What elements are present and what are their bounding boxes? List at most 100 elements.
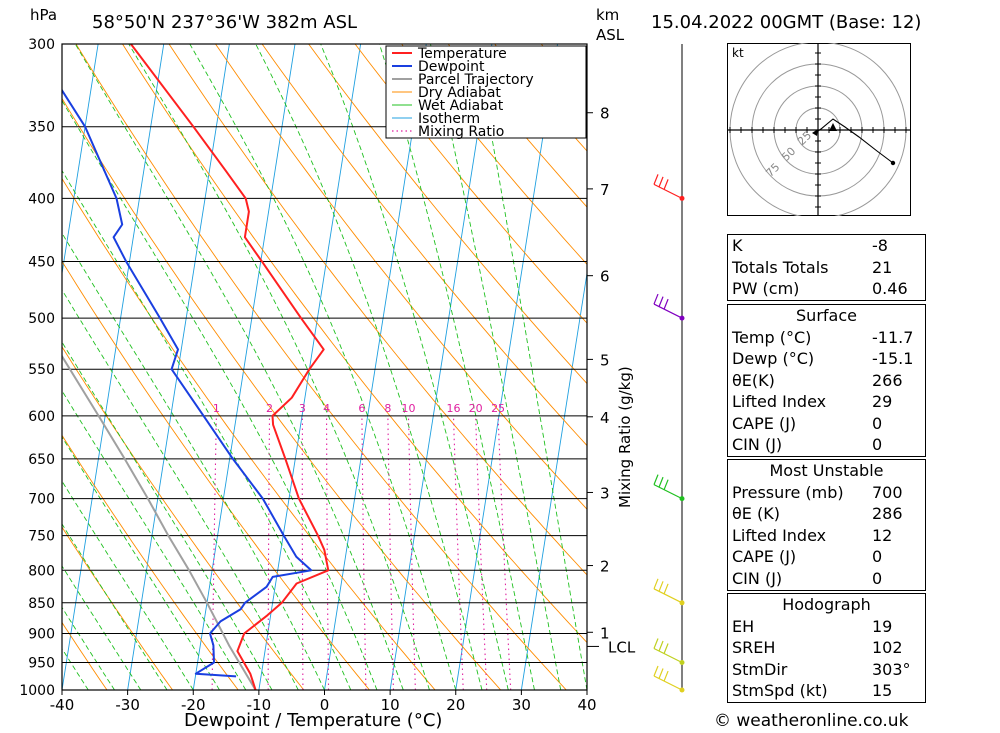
pressure-tick-label: 950 — [28, 655, 55, 671]
km-tick-label: 4 — [600, 409, 610, 427]
dry-adiabat-line — [681, 44, 720, 690]
wind-barb-flag — [653, 665, 659, 677]
wind-barb-flag — [653, 578, 659, 590]
parcel-trajectory-line — [62, 354, 257, 690]
skewt-chart: 3003504004505005506006507007508008509009… — [19, 37, 720, 731]
legend-wet-adiabat: Wet Adiabat — [418, 98, 504, 114]
stat-value: 29 — [872, 392, 893, 411]
x-tick-label: -40 — [50, 696, 75, 714]
index-row-k: K -8 — [728, 235, 925, 257]
wind-barb-flag — [663, 479, 669, 490]
stat-value: 15 — [872, 681, 893, 700]
mixing-ratio-label: 8 — [384, 402, 391, 415]
stat-label: SREH — [732, 638, 776, 657]
stat-label: Lifted Index — [732, 392, 827, 411]
stat-row: θE (K) 286 — [728, 503, 925, 525]
mixing-ratio-label: 6 — [358, 402, 365, 415]
stat-row: CAPE (J) 0 — [728, 413, 925, 435]
stat-label: Dewp (°C) — [732, 349, 815, 368]
surface-title: Surface — [796, 306, 857, 325]
wind-barb-flag — [663, 298, 669, 310]
pressure-tick-label: 850 — [28, 596, 55, 612]
wind-barb-staff — [653, 675, 683, 691]
stat-label: θE(K) — [732, 370, 775, 390]
x-tick-label: 10 — [381, 696, 400, 714]
stat-label: CIN (J) — [732, 435, 783, 454]
dry-adiabat-line — [62, 97, 502, 690]
pressure-tick-label: 900 — [28, 626, 55, 642]
stat-label: StmDir — [732, 659, 788, 679]
plot-frame — [61, 43, 588, 691]
copyright: © weatheronline.co.uk — [714, 711, 909, 731]
stat-value: 19 — [872, 616, 893, 636]
isotherm-line — [389, 44, 493, 690]
legend: Temperature Dewpoint Parcel Trajectory D… — [385, 45, 587, 140]
wind-barb-staff — [653, 183, 683, 199]
isotherm-line — [192, 44, 296, 690]
dry-adiabat-line — [308, 44, 587, 385]
x-tick-label: 20 — [446, 696, 465, 714]
mixing-ratio-line — [301, 415, 304, 690]
pressure-tick-label: 700 — [28, 492, 55, 508]
mixing-ratio-line — [326, 415, 330, 690]
mixing-ratio-label: 1 — [213, 402, 220, 415]
km-tick-label: 1 — [600, 624, 610, 642]
dry-adiabat-line — [354, 44, 587, 324]
index-label: Totals Totals — [732, 257, 829, 277]
mixing-ratio-line — [497, 415, 512, 690]
storm-motion-marker — [829, 123, 837, 131]
wet-adiabat-line — [62, 341, 273, 690]
dewpoint-line — [62, 88, 313, 678]
wind-barb-flag — [663, 583, 669, 595]
legend-dry-adiabat: Dry Adiabat — [418, 85, 501, 101]
wet-adiabat-line — [62, 523, 168, 690]
legend-temperature: Temperature — [417, 46, 507, 62]
stat-row: CAPE (J) 0 — [728, 546, 925, 568]
stat-value: 700 — [872, 482, 903, 502]
stat-label: StmSpd (kt) — [732, 681, 828, 700]
stat-label: CIN (J) — [732, 568, 783, 588]
stat-value: 0 — [872, 547, 883, 566]
hodograph-unit-label: kt — [732, 46, 744, 60]
wind-barb-staff — [653, 647, 683, 664]
lcl-label: LCL — [608, 638, 636, 656]
isotherm-line — [258, 44, 362, 690]
stat-row: StmDir 303° — [728, 659, 925, 681]
pressure-tick-label: 500 — [28, 311, 55, 327]
wind-barb-flag — [658, 176, 664, 188]
stat-row: Dewp (°C) -15.1 — [728, 348, 925, 370]
stat-row: Lifted Index 12 — [728, 525, 925, 547]
mixing-ratio-label: 3 — [299, 402, 306, 415]
stat-row: Pressure (mb) 700 — [728, 482, 925, 504]
pressure-tick-label: 400 — [28, 191, 55, 207]
pressure-tick-label: 800 — [28, 563, 55, 579]
surface-box: Surface Temp (°C) -11.7 Dewp (°C) -15.1 θE(K… — [727, 304, 926, 457]
stat-value: 0 — [872, 435, 883, 454]
index-value: 0.46 — [872, 279, 908, 298]
indices-box: K -8 Totals Totals 21 PW (cm) 0.46 — [727, 234, 926, 301]
mixing-ratio-label: 2 — [266, 402, 273, 415]
wind-barb — [653, 293, 685, 321]
mixing-ratio-label: 20 — [469, 402, 483, 415]
stat-label: θE (K) — [732, 504, 780, 523]
index-row-totals: Totals Totals 21 — [728, 257, 925, 279]
stat-label: EH — [732, 616, 755, 636]
mixing-ratio-axis-title: Mixing Ratio (g/kg) — [616, 366, 634, 508]
wet-adiabat-line — [62, 565, 142, 690]
legend-dewpoint: Dewpoint — [418, 59, 485, 75]
wet-adiabat-line — [255, 44, 483, 690]
index-value: 21 — [872, 257, 893, 277]
km-tick-label: 6 — [600, 268, 610, 286]
legend-parcel: Parcel Trajectory — [418, 72, 534, 88]
pressure-tick-label: 450 — [28, 255, 55, 271]
stat-label: Pressure (mb) — [732, 482, 844, 502]
dry-adiabat-line — [75, 44, 567, 690]
wind-barb — [653, 474, 685, 502]
stat-row: StmSpd (kt) 15 — [728, 680, 925, 702]
isotherm-line — [127, 44, 230, 690]
pressure-tick-label: 1000 — [19, 683, 55, 699]
dry-adiabat-line — [62, 177, 436, 690]
hpa-unit-label: hPa — [30, 6, 58, 24]
wind-barb-staff — [653, 303, 683, 319]
wind-barb — [653, 665, 685, 693]
